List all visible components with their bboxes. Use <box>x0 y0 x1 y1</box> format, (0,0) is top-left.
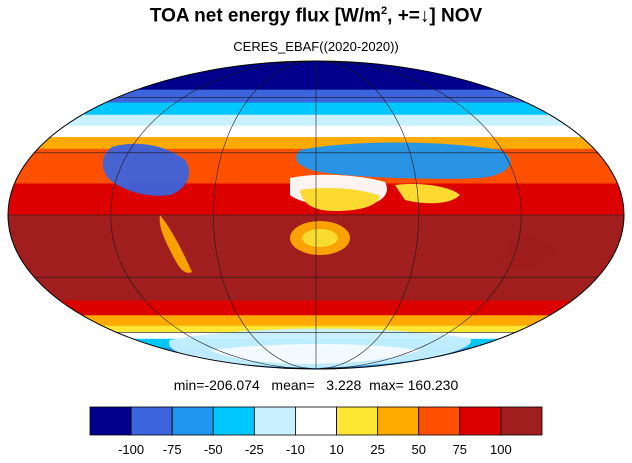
colorbar-swatch <box>500 406 543 436</box>
land-anomalies <box>102 142 555 368</box>
colorbar-swatch <box>377 406 420 436</box>
colorbar-swatch <box>130 406 173 436</box>
colorbar-tick-label: 10 <box>329 442 343 457</box>
meridian-line <box>110 61 317 369</box>
colorbar-tick-label: -25 <box>245 442 264 457</box>
meridian-line <box>315 61 522 369</box>
meridian-line <box>315 61 419 369</box>
colorbar-tick-label: -50 <box>204 442 223 457</box>
colorbar-swatch <box>212 406 255 436</box>
meridian-line <box>213 61 317 369</box>
colorbar-swatch <box>171 406 214 436</box>
colorbar-tick-label: 75 <box>453 442 467 457</box>
map-border <box>7 60 625 370</box>
world-map <box>7 60 625 370</box>
colorbar-swatch <box>253 406 296 436</box>
colorbar-tick-label: 100 <box>490 442 512 457</box>
colorbar-swatch <box>418 406 461 436</box>
stats-line: min=-206.074 mean= 3.228 max= 160.230 <box>173 377 459 393</box>
colorbar-swatch <box>336 406 379 436</box>
colorbar-tick-label: -10 <box>286 442 305 457</box>
colorbar-swatch <box>89 406 132 436</box>
colorbar-swatch <box>295 406 337 436</box>
map-subtitle: CERES_EBAF((2020-2020)) <box>233 39 399 54</box>
colorbar-tick-label: -75 <box>163 442 182 457</box>
colorbar-tick-label: 25 <box>370 442 384 457</box>
colorbar-tick-label: -100 <box>118 442 144 457</box>
colorbar-tick-label: 50 <box>411 442 425 457</box>
colorbar-swatch <box>459 406 502 436</box>
map-title: TOA net energy flux [W/m2, +=↓] NOV <box>149 5 483 27</box>
